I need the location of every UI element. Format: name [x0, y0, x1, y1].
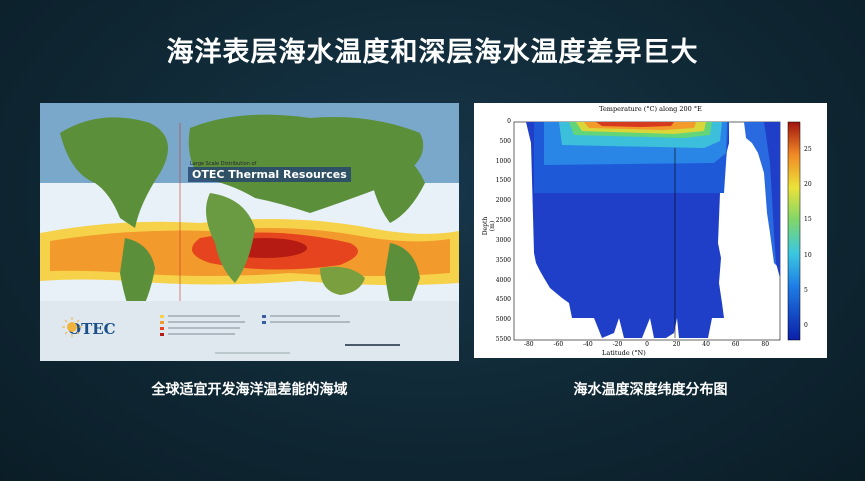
- y-tick-label: 5500: [495, 336, 511, 343]
- y-tick-label: 2000: [495, 197, 511, 205]
- sun-icon: [62, 317, 82, 337]
- y-tick-label: 4500: [495, 296, 511, 304]
- x-tick-label: -60: [553, 341, 564, 348]
- right-caption: 海水温度深度纬度分布图: [573, 382, 728, 398]
- otec-logo-text: OTEC: [68, 320, 116, 338]
- x-tick-label: -40: [583, 341, 593, 348]
- y-tick-label: 0: [507, 118, 511, 125]
- map-graphic: [40, 103, 459, 361]
- colorbar-tick-label: 5: [804, 286, 808, 294]
- x-tick-label: -80: [523, 341, 534, 348]
- y-tick-label: 1500: [495, 177, 511, 185]
- x-axis-label: Latitude (°N): [602, 349, 646, 357]
- y-tick-label: 3000: [495, 236, 511, 244]
- left-caption: 全球适宜开发海洋温差能的海域: [151, 382, 348, 398]
- slide-title: 海洋表层海水温度和深层海水温度差异巨大: [166, 37, 699, 68]
- y-tick-label: 4000: [495, 276, 511, 284]
- y-tick-label: 1000: [495, 157, 511, 165]
- x-tick-label: 80: [761, 341, 770, 348]
- x-tick-label: 20: [672, 341, 681, 348]
- x-tick-label: 60: [731, 341, 740, 348]
- colorbar-tick-label: 10: [804, 251, 812, 259]
- otec-logo: OTEC: [68, 320, 116, 338]
- colorbar-tick-label: 20: [804, 181, 812, 189]
- y-tick-label: 5000: [495, 316, 511, 324]
- x-tick-label: 0: [645, 341, 649, 348]
- otec-world-map: Large Scale Distribution of OTEC Thermal…: [40, 103, 459, 361]
- x-tick-label: -20: [612, 341, 623, 348]
- map-title: OTEC Thermal Resources: [188, 167, 351, 182]
- y-tick-label: 500: [499, 137, 511, 145]
- y-tick-label: 3500: [495, 256, 511, 264]
- chart-title: Temperature (°C) along 200 °E: [599, 105, 702, 113]
- colorbar-tick-label: 25: [804, 146, 812, 154]
- map-legend: [40, 301, 459, 361]
- colorbar-tick-label: 15: [804, 216, 812, 224]
- colorbar-tick-label: 0: [804, 321, 808, 329]
- legend-entries: [160, 315, 400, 354]
- y-tick-label: 2500: [495, 217, 511, 225]
- temperature-section-chart: Temperature (°C) along 200 °E: [474, 103, 827, 358]
- chart-svg: [513, 121, 801, 341]
- x-tick-label: 40: [702, 341, 710, 348]
- map-small-title: Large Scale Distribution of: [190, 161, 257, 167]
